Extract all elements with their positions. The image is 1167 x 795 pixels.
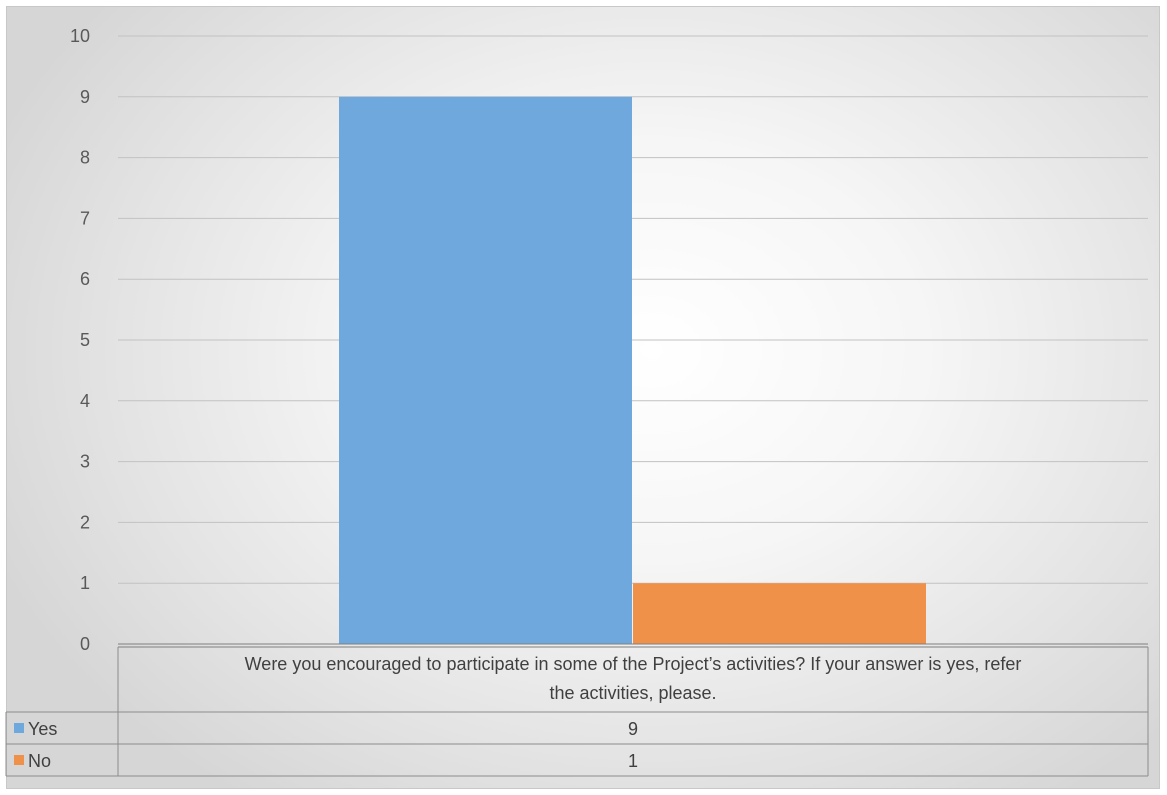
category-label-line-2: the activities, please. — [549, 683, 716, 703]
y-tick-label: 8 — [80, 148, 90, 168]
y-tick-label: 10 — [70, 26, 90, 46]
gridlines — [118, 36, 1148, 583]
y-tick-label: 0 — [80, 634, 90, 654]
y-tick-label: 1 — [80, 573, 90, 593]
y-tick-label: 4 — [80, 391, 90, 411]
y-axis-tick-labels: 0 1 2 3 4 5 6 7 8 9 10 — [70, 26, 90, 654]
legend-label-yes: Yes — [28, 719, 57, 739]
table-value-no: 1 — [628, 751, 638, 771]
legend-key-no — [14, 755, 24, 765]
y-tick-label: 7 — [80, 208, 90, 228]
legend-label-no: No — [28, 751, 51, 771]
y-tick-label: 9 — [80, 87, 90, 107]
y-tick-label: 3 — [80, 452, 90, 472]
data-table: Were you encouraged to participate in so… — [6, 644, 1148, 776]
legend-key-yes — [14, 723, 24, 733]
bar-yes — [339, 97, 632, 644]
category-label-line-1: Were you encouraged to participate in so… — [245, 654, 1022, 674]
y-tick-label: 6 — [80, 269, 90, 289]
bars — [339, 97, 926, 644]
bar-no — [633, 583, 926, 644]
y-tick-label: 2 — [80, 512, 90, 532]
y-tick-label: 5 — [80, 330, 90, 350]
table-value-yes: 9 — [628, 719, 638, 739]
